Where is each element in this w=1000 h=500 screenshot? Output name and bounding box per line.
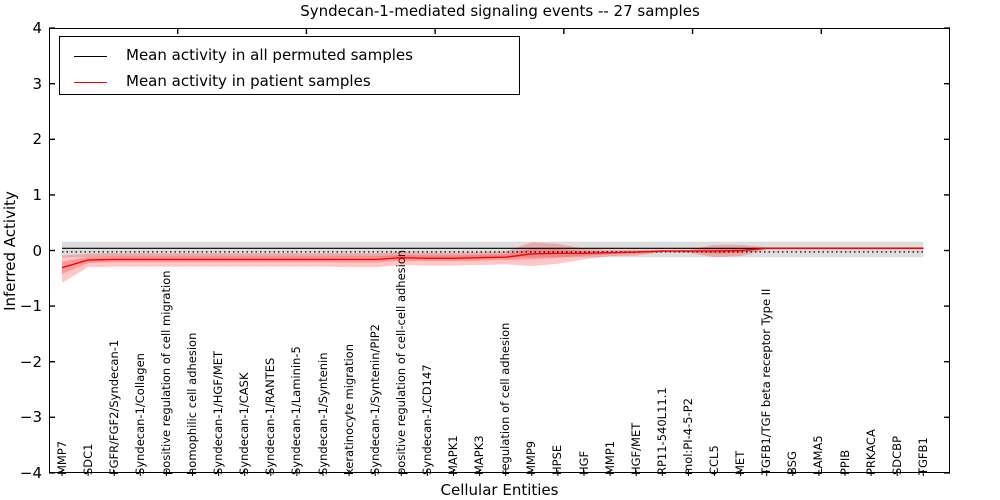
patient-band-outer bbox=[62, 242, 924, 283]
y-tick-label: 0 bbox=[32, 241, 42, 260]
legend: Mean activity in all permuted samples Me… bbox=[59, 36, 520, 95]
legend-label: Mean activity in all permuted samples bbox=[126, 46, 413, 64]
legend-item-patient: Mean activity in patient samples bbox=[60, 69, 519, 97]
permuted-band bbox=[62, 241, 924, 258]
x-axis-label: Cellular Entities bbox=[440, 481, 559, 499]
legend-line-black bbox=[74, 56, 107, 57]
legend-line-red bbox=[74, 82, 107, 83]
patient-band-inner bbox=[62, 247, 924, 274]
y-tick-label: −2 bbox=[19, 352, 42, 371]
y-tick-label: −4 bbox=[19, 463, 42, 482]
y-tick-label: 2 bbox=[32, 130, 42, 149]
patient-mean-line bbox=[61, 247, 924, 269]
y-tick-label: 1 bbox=[32, 185, 42, 204]
chart-title: Syndecan-1-mediated signaling events -- … bbox=[300, 2, 700, 20]
y-tick-label: −1 bbox=[19, 297, 42, 316]
y-tick-label: 3 bbox=[32, 74, 42, 93]
y-tick-label: 4 bbox=[32, 19, 42, 38]
legend-label: Mean activity in patient samples bbox=[126, 72, 371, 90]
y-tick-label: −3 bbox=[19, 408, 42, 427]
legend-item-permuted: Mean activity in all permuted samples bbox=[60, 43, 519, 71]
